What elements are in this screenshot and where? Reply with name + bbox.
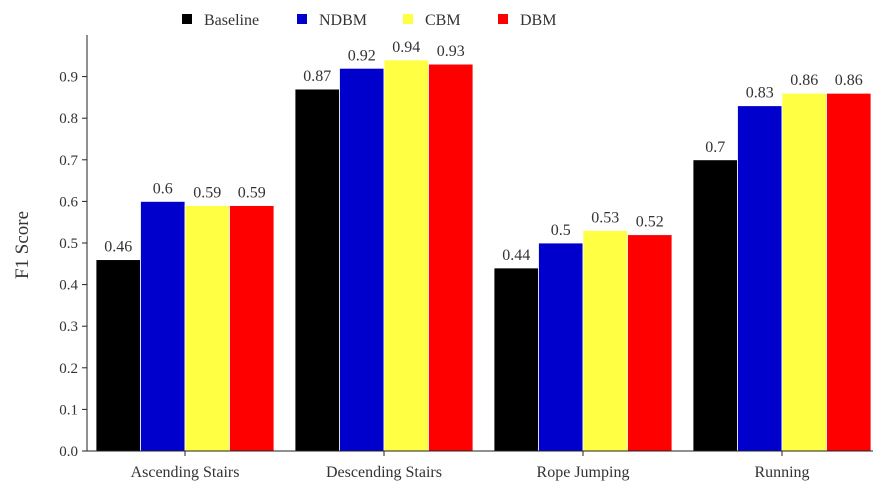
bar-cbm-0 — [185, 206, 230, 451]
bar-baseline-0 — [96, 260, 141, 451]
bar-ndbm-3 — [738, 106, 783, 451]
x-axis-labels: Ascending Stairs Descending Stairs Rope Ju… — [131, 451, 810, 481]
data-label: 0.86 — [835, 72, 863, 89]
data-label: 0.46 — [104, 239, 132, 256]
data-label: 0.5 — [551, 222, 571, 239]
bar-baseline-3 — [693, 160, 738, 451]
y-tick-label: 0.5 — [59, 236, 78, 252]
data-label: 0.87 — [303, 68, 331, 85]
bar-baseline-2 — [494, 268, 539, 451]
legend-swatch-ndbm — [297, 14, 307, 24]
data-label: 0.59 — [238, 185, 266, 202]
data-label: 0.93 — [437, 43, 465, 60]
bar-ndbm-2 — [539, 243, 584, 451]
data-label: 0.94 — [392, 39, 420, 56]
x-category-label: Rope Jumping — [537, 464, 630, 481]
bar-dbm-3 — [827, 93, 872, 451]
y-tick-label: 0.6 — [59, 194, 78, 210]
x-category-label: Running — [754, 464, 809, 481]
data-label: 0.83 — [746, 85, 774, 102]
bar-dbm-0 — [230, 206, 275, 451]
y-tick-label: 0.1 — [59, 402, 78, 418]
bar-ndbm-1 — [340, 68, 385, 451]
y-axis-title: F1 Score — [12, 211, 33, 279]
data-label: 0.53 — [591, 210, 619, 227]
y-tick-label: 0.4 — [59, 278, 78, 294]
bar-baseline-1 — [295, 89, 340, 451]
y-axis-ticks: 0.0 0.1 0.2 0.3 0.4 0.5 0.6 0.7 0.8 0.9 — [59, 70, 87, 460]
bars — [96, 60, 871, 451]
y-tick-label: 0.3 — [59, 319, 78, 335]
data-label: 0.44 — [502, 247, 530, 264]
x-category-label: Descending Stairs — [326, 464, 442, 481]
x-category-label: Ascending Stairs — [131, 464, 240, 481]
data-label: 0.92 — [348, 47, 376, 64]
legend-label: CBM — [425, 12, 461, 29]
bar-cbm-2 — [583, 231, 628, 451]
y-tick-label: 0.8 — [59, 111, 78, 127]
bar-cbm-3 — [782, 93, 827, 451]
data-label: 0.86 — [790, 72, 818, 89]
data-label: 0.7 — [705, 139, 725, 156]
bar-cbm-1 — [384, 60, 429, 451]
legend-swatch-cbm — [403, 14, 413, 24]
y-tick-label: 0.0 — [59, 444, 78, 460]
legend: Baseline NDBM CBM DBM — [182, 12, 556, 29]
y-tick-label: 0.7 — [59, 153, 78, 169]
data-label: 0.6 — [153, 180, 173, 197]
bar-ndbm-0 — [141, 201, 186, 451]
legend-label: NDBM — [319, 12, 367, 29]
y-tick-label: 0.9 — [59, 70, 78, 86]
bar-dbm-1 — [429, 64, 474, 451]
legend-swatch-dbm — [498, 14, 508, 24]
bar-dbm-2 — [628, 235, 673, 451]
legend-label: Baseline — [204, 12, 259, 29]
data-label: 0.59 — [193, 185, 221, 202]
y-tick-label: 0.2 — [59, 361, 78, 377]
legend-label: DBM — [520, 12, 556, 29]
legend-swatch-baseline — [182, 14, 192, 24]
data-label: 0.52 — [636, 214, 664, 231]
